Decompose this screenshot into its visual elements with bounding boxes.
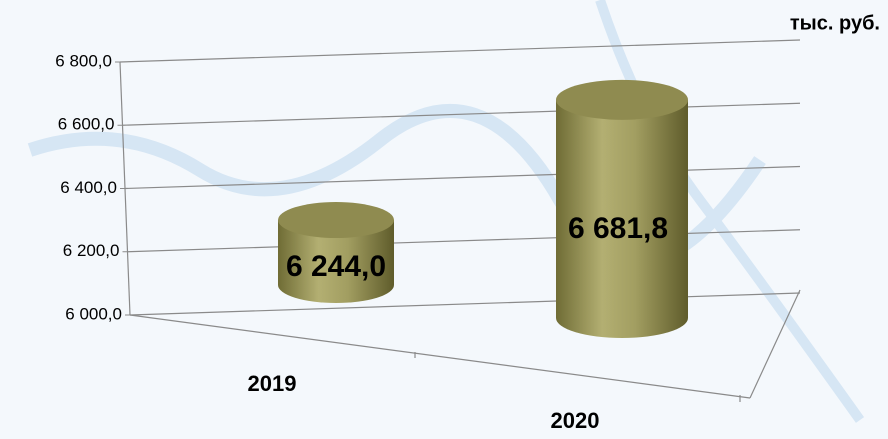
y-tick-label: 6 800,0 (55, 51, 112, 70)
y-tick-label: 6 200,0 (63, 241, 120, 260)
grid-line (119, 39, 801, 63)
y-tick-label: 6 600,0 (58, 115, 115, 134)
value-label: 6 244,0 (286, 250, 386, 283)
bar (278, 220, 394, 303)
grid-line (129, 292, 801, 316)
map-shape (595, 0, 865, 423)
x-tick-label: 2019 (248, 371, 297, 396)
x-tick-label: 2020 (551, 408, 600, 433)
y-tick-label: 6 000,0 (65, 304, 122, 323)
value-label: 6 681,8 (568, 212, 668, 245)
y-tick-label: 6 400,0 (60, 178, 117, 197)
bar-top (278, 202, 394, 239)
bar (556, 99, 688, 338)
unit-label: тыс. руб. (790, 12, 880, 34)
bar-top (556, 79, 688, 120)
